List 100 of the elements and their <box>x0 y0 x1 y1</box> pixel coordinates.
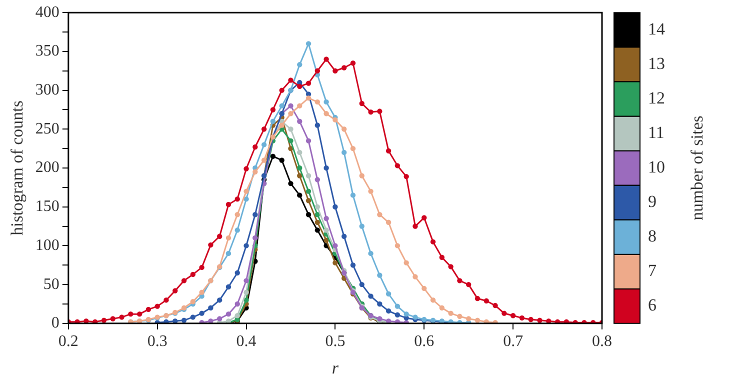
point <box>368 294 374 299</box>
point <box>430 297 436 303</box>
point <box>199 290 204 295</box>
y-tick-label: 250 <box>35 120 60 138</box>
point <box>279 103 284 108</box>
legend-title: number of sites <box>687 116 706 220</box>
point <box>190 314 196 320</box>
point <box>297 103 302 108</box>
point <box>288 111 294 116</box>
point <box>306 212 312 218</box>
point <box>314 177 320 182</box>
point <box>181 318 187 323</box>
point <box>226 311 232 317</box>
point <box>234 270 240 276</box>
point <box>324 165 329 171</box>
legend-label: 10 <box>648 157 665 176</box>
legend-label: 13 <box>648 54 665 73</box>
point <box>324 228 329 233</box>
point <box>244 297 249 303</box>
point <box>377 301 382 307</box>
point <box>368 188 374 194</box>
y-tick-label: 100 <box>35 236 60 254</box>
point <box>306 95 312 101</box>
point <box>297 62 302 68</box>
point <box>314 212 320 218</box>
legend-label: 8 <box>648 226 656 246</box>
point <box>466 316 472 322</box>
point <box>412 274 418 280</box>
point <box>341 234 347 239</box>
point <box>314 220 320 225</box>
point <box>270 118 276 124</box>
point <box>350 262 356 268</box>
point <box>297 150 302 156</box>
point <box>394 304 400 309</box>
point <box>234 228 240 233</box>
point <box>297 118 302 124</box>
point <box>279 158 284 163</box>
point <box>377 272 382 278</box>
point <box>297 173 302 178</box>
x-tick-label: 0.8 <box>592 333 612 350</box>
point <box>306 198 312 204</box>
point <box>288 126 294 132</box>
point <box>190 299 196 304</box>
y-tick-label: 400 <box>35 4 60 21</box>
x-tick-label: 0.7 <box>503 333 524 350</box>
point <box>314 228 320 233</box>
point <box>324 111 329 116</box>
point <box>270 154 276 159</box>
point <box>216 316 222 322</box>
x-tick-label: 0.3 <box>147 333 168 350</box>
point <box>252 212 258 218</box>
y-tick-label: 50 <box>43 276 60 293</box>
point <box>288 103 294 108</box>
point <box>404 260 409 266</box>
x-tick-label: 0.6 <box>414 333 434 350</box>
legend-label: 12 <box>648 88 665 108</box>
point <box>244 196 249 202</box>
point <box>208 305 214 310</box>
point <box>341 126 347 132</box>
point <box>404 311 409 317</box>
point <box>244 278 249 284</box>
point <box>314 122 320 128</box>
point <box>252 169 258 174</box>
point <box>244 290 249 295</box>
point <box>324 99 329 105</box>
point <box>306 173 312 178</box>
point <box>314 99 320 105</box>
point <box>226 250 232 256</box>
y-tick-label: 300 <box>35 82 60 99</box>
point <box>261 142 267 148</box>
point <box>314 204 320 210</box>
point <box>359 282 364 288</box>
point <box>216 297 222 303</box>
point <box>350 146 356 152</box>
x-tick-label: 0.5 <box>325 333 346 350</box>
point <box>332 204 338 210</box>
point <box>306 41 312 46</box>
point <box>368 250 374 256</box>
point <box>306 188 312 194</box>
point <box>226 235 232 241</box>
point <box>324 238 329 243</box>
x-tick-label: 0.2 <box>58 333 78 350</box>
legend-label: 11 <box>648 122 664 142</box>
x-tick-label: 0.4 <box>236 333 256 350</box>
point <box>297 165 302 171</box>
point <box>332 260 338 266</box>
point <box>386 308 392 314</box>
legend-label: 9 <box>648 192 656 211</box>
point <box>226 284 232 290</box>
legend-label: 14 <box>648 19 666 38</box>
point <box>288 180 294 186</box>
y-tick-label: 200 <box>35 159 60 176</box>
y-tick-label: 0 <box>51 314 60 332</box>
point <box>244 188 249 194</box>
y-tick-label: 350 <box>35 42 60 60</box>
point <box>412 314 418 320</box>
legend-label: 6 <box>648 296 656 315</box>
point <box>306 138 312 144</box>
point <box>341 150 347 156</box>
point <box>244 243 249 248</box>
